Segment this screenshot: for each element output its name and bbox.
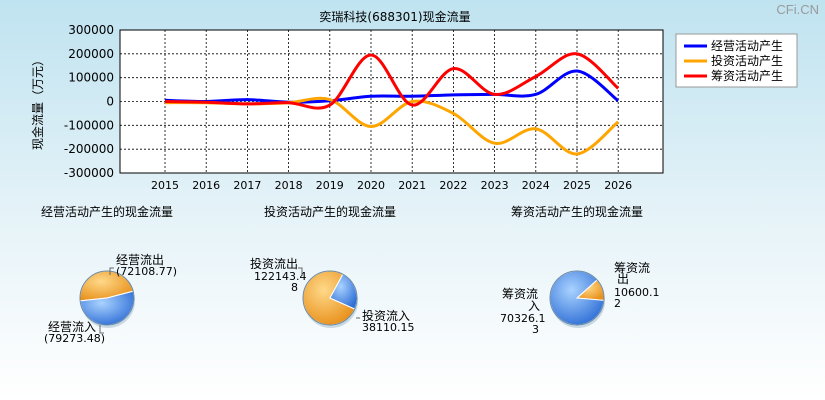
pie-title-operating: 经营活动产生的现金流量: [41, 204, 173, 219]
pie2-value-inflow: 38110.15: [362, 321, 415, 334]
legend-label: 经营活动产生: [711, 39, 783, 53]
y-tick-label: 0: [106, 95, 114, 109]
x-tick-label: 2026: [604, 179, 632, 192]
x-tick-label: 2024: [522, 179, 550, 192]
pie1-label-inflow: 经营流入: [48, 320, 96, 334]
series-line-2: [164, 52, 620, 110]
x-tick-label: 2017: [233, 179, 261, 192]
y-tick-label: 300000: [68, 23, 114, 37]
line-chart-title: 奕瑞科技(688301)现金流量: [319, 9, 470, 24]
pie-operating: [79, 270, 135, 328]
x-tick-label: 2018: [275, 179, 303, 192]
pie3-value-inflow-b: 3: [532, 323, 539, 336]
pie-title-investing: 投资活动产生的现金流量: [264, 204, 396, 219]
pie3-label-inflow-b: 入: [528, 299, 540, 313]
x-tick-label: 2016: [192, 179, 220, 192]
pie1-label-outflow: 经营流出: [116, 253, 164, 267]
pie3-label-outflow-b: 出: [617, 272, 629, 286]
series-lines: [164, 52, 620, 156]
pie1-value-outflow: (72108.77): [116, 265, 177, 278]
pie2-value-outflow-b: 8: [291, 281, 298, 294]
y-axis-ticks: 300000 200000 100000 0 -100000 -200000 -300000: [64, 23, 114, 180]
pie-investing: [302, 270, 358, 328]
pie-outline: [79, 270, 135, 326]
pie-title-financing: 筹资活动产生的现金流量: [511, 204, 643, 219]
pie2-leader-outflow: [298, 267, 303, 276]
pie-outline: [549, 270, 605, 326]
pie-outline: [302, 270, 358, 326]
pie3-label-outflow-a: 筹资流: [614, 261, 650, 275]
x-tick-label: 2020: [357, 179, 385, 192]
y-tick-label: -300000: [64, 166, 114, 180]
pie1-value-inflow: (79273.48): [44, 332, 105, 345]
pie2-value-outflow-a: 122143.4: [254, 270, 307, 283]
x-axis-ticks: 2015 2016 2017 2018 2019 2020 2021 2022 2023 2024…: [151, 179, 632, 192]
x-tick-label: 2023: [481, 179, 509, 192]
x-tick-label: 2022: [439, 179, 467, 192]
x-tick-label: 2025: [563, 179, 591, 192]
series-line-0: [164, 69, 620, 104]
legend-label: 筹资活动产生: [711, 69, 783, 83]
legend-label: 投资活动产生: [711, 53, 783, 68]
x-tick-label: 2015: [151, 179, 179, 192]
pie3-value-outflow-a: 10600.1: [614, 286, 660, 299]
watermark: CFi.CN: [776, 2, 819, 17]
pie-financing: [549, 270, 605, 328]
y-tick-label: 100000: [68, 71, 114, 85]
y-tick-label: 200000: [68, 47, 114, 61]
pie2-label-inflow: 投资流入: [362, 308, 410, 323]
x-tick-label: 2021: [398, 179, 426, 192]
pie2-label-outflow: 投资流出: [250, 256, 298, 271]
pie1-leader-outflow: [109, 267, 114, 275]
y-tick-label: -200000: [64, 142, 114, 156]
x-tick-label: 2019: [316, 179, 344, 192]
y-axis-label: 现金流量（万元）: [30, 54, 45, 150]
pie3-value-inflow-a: 70326.1: [500, 312, 546, 325]
pie1-leader-inflow: [99, 325, 104, 334]
y-tick-label: -100000: [64, 118, 114, 132]
pie3-value-outflow-b: 2: [614, 297, 621, 310]
pie3-label-inflow-a: 筹资流: [502, 287, 538, 301]
